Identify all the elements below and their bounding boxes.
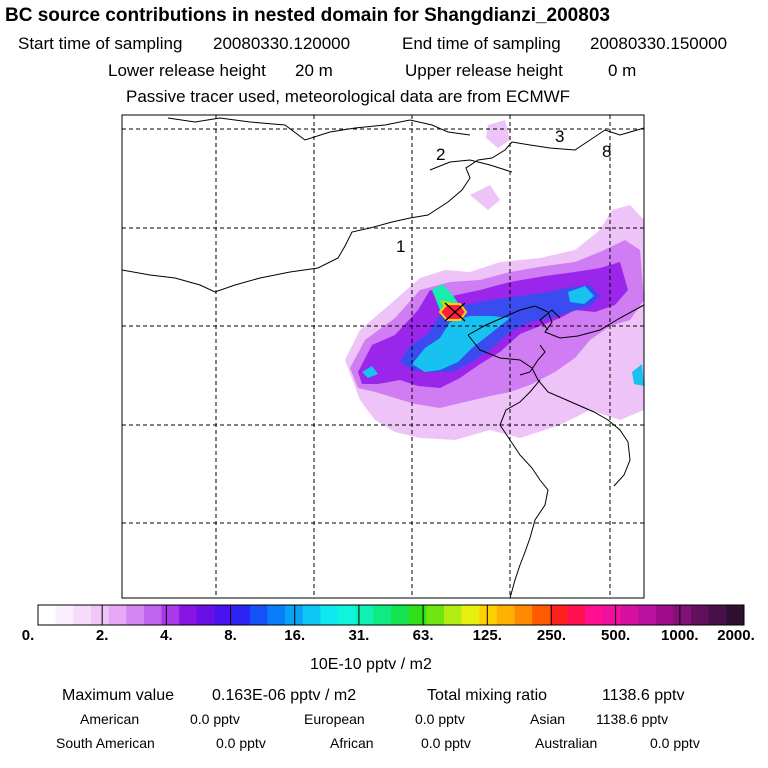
colorbar-tick-label: 0. xyxy=(21,627,35,644)
colorbar xyxy=(37,604,745,626)
colorbar-swatch xyxy=(638,605,657,625)
source-asian-value: 1138.6 pptv xyxy=(596,711,669,727)
upper-release-label: Upper release height xyxy=(405,61,563,80)
colorbar-tick-label: 8. xyxy=(224,627,237,644)
end-time-value: 20080330.150000 xyxy=(590,34,728,53)
colorbar-swatch xyxy=(232,605,251,625)
colorbar-swatch xyxy=(179,605,198,625)
colorbar-swatch xyxy=(691,605,710,625)
source-australian-label: Australian xyxy=(535,735,598,751)
source-australian-value: 0.0 pptv xyxy=(650,735,700,751)
coastlines xyxy=(122,117,644,598)
colorbar-swatch xyxy=(479,605,498,625)
colorbar-swatch xyxy=(355,605,374,625)
colorbar-swatch xyxy=(461,605,480,625)
colorbar-swatch xyxy=(302,605,321,625)
colorbar-swatch xyxy=(161,605,180,625)
colorbar-tick-label: 4. xyxy=(160,627,173,644)
colorbar-swatch xyxy=(73,605,92,625)
region-label-2: 2 xyxy=(436,145,445,164)
colorbar-swatch xyxy=(585,605,604,625)
colorbar-swatch xyxy=(673,605,692,625)
colorbar-swatch xyxy=(620,605,639,625)
plume-level-5 xyxy=(412,316,510,372)
source-european-value: 0.0 pptv xyxy=(415,711,465,727)
max-value: 0.163E-06 pptv / m2 xyxy=(212,687,357,704)
chart-title: BC source contributions in nested domain… xyxy=(5,5,610,26)
colorbar-swatch xyxy=(726,605,745,625)
source-european-label: European xyxy=(304,711,365,727)
colorbar-swatch xyxy=(249,605,268,625)
colorbar-swatch xyxy=(602,605,621,625)
region-label-1: 1 xyxy=(396,237,405,256)
colorbar-swatch xyxy=(655,605,674,625)
colorbar-tick-label: 16. xyxy=(284,627,306,644)
tracer-note: Passive tracer used, meteorological data… xyxy=(126,87,571,106)
total-mixing-value: 1138.6 pptv xyxy=(602,687,685,704)
colorbar-swatch xyxy=(267,605,286,625)
source-american-label: American xyxy=(80,711,140,727)
colorbar-swatch xyxy=(214,605,233,625)
colorbar-tick-label: 2. xyxy=(95,627,109,644)
lower-release-label: Lower release height xyxy=(108,61,266,80)
colorbar-swatch xyxy=(443,605,463,625)
source-south-american-label: South American xyxy=(56,735,155,751)
colorbar-tick-label: 250. xyxy=(536,627,567,644)
colorbar-swatch xyxy=(391,605,410,625)
colorbar-swatch xyxy=(532,605,551,625)
colorbar-swatch xyxy=(426,605,445,625)
colorbar-swatch xyxy=(196,605,215,625)
total-mixing-label: Total mixing ratio xyxy=(427,687,548,704)
colorbar-swatch xyxy=(373,605,392,625)
colorbar-tick-label: 63. xyxy=(412,627,434,644)
source-asian-label: Asian xyxy=(530,711,566,727)
colorbar-unit-label: 10E-10 pptv / m2 xyxy=(310,656,432,673)
colorbar-swatch xyxy=(108,605,127,625)
start-time-value: 20080330.120000 xyxy=(213,34,351,53)
colorbar-tick-label: 31. xyxy=(348,627,370,644)
source-south-american-value: 0.0 pptv xyxy=(216,735,266,751)
colorbar-tick-label: 500. xyxy=(601,627,631,644)
colorbar-tick-label: 125. xyxy=(472,627,502,644)
source-african-label: African xyxy=(330,735,374,751)
colorbar-swatch xyxy=(496,605,516,625)
map-frame xyxy=(121,114,645,599)
colorbar-swatch xyxy=(143,605,163,625)
region-label-8: 8 xyxy=(602,142,611,161)
source-african-value: 0.0 pptv xyxy=(421,735,471,751)
region-label-3: 3 xyxy=(555,127,564,146)
colorbar-swatch xyxy=(285,605,304,625)
colorbar-frame xyxy=(37,604,745,626)
plume-layer xyxy=(345,120,644,440)
upper-release-value: 0 m xyxy=(608,61,637,80)
colorbar-swatch xyxy=(90,605,110,625)
colorbar-swatch xyxy=(567,605,586,625)
colorbar-tick-label: 2000. xyxy=(717,627,755,644)
colorbar-swatch xyxy=(320,605,339,625)
colorbar-tick-label: 1000. xyxy=(661,627,699,644)
colorbar-swatch xyxy=(408,605,427,625)
colorbar-swatch xyxy=(549,605,568,625)
colorbar-swatch xyxy=(38,605,57,625)
end-time-label: End time of sampling xyxy=(402,34,561,53)
colorbar-swatch xyxy=(126,605,145,625)
colorbar-swatch xyxy=(55,605,74,625)
max-value-label: Maximum value xyxy=(62,687,175,704)
colorbar-swatch xyxy=(708,605,727,625)
source-american-value: 0.0 pptv xyxy=(190,711,240,727)
colorbar-swatch xyxy=(338,605,357,625)
lower-release-value: 20 m xyxy=(295,61,333,80)
colorbar-swatch xyxy=(514,605,533,625)
start-time-label: Start time of sampling xyxy=(18,34,183,53)
grid-lines xyxy=(122,115,644,598)
